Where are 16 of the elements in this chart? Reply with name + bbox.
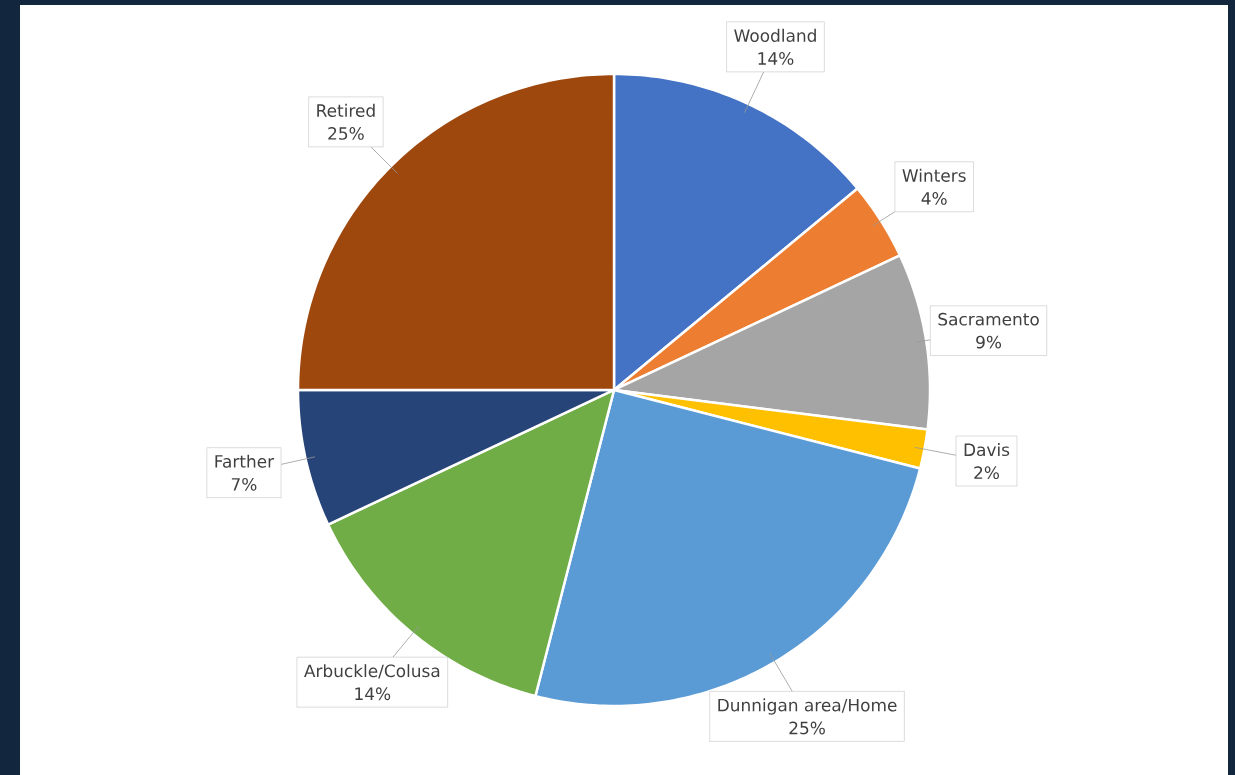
slice-label: Davis (964, 443, 1010, 457)
slice-label: Sacramento (938, 312, 1039, 326)
slice-label: Winters (902, 168, 966, 182)
data-label: 9% (976, 335, 1002, 349)
data-label: 4% (921, 191, 947, 205)
data-label: 2% (974, 466, 999, 480)
slice-label: Dunnigan area/Home (718, 698, 897, 715)
data-label: 14% (758, 52, 794, 65)
slice-label: Arbuckle/Colusa (304, 664, 440, 679)
data-label: 14% (355, 687, 391, 701)
slice-label: Woodland (734, 28, 816, 42)
data-label: 25% (328, 127, 364, 140)
slice-label: Retired (317, 103, 375, 117)
data-label: 7% (231, 477, 257, 491)
data-label: 25% (789, 721, 825, 735)
slice-label: Farther (215, 454, 275, 468)
